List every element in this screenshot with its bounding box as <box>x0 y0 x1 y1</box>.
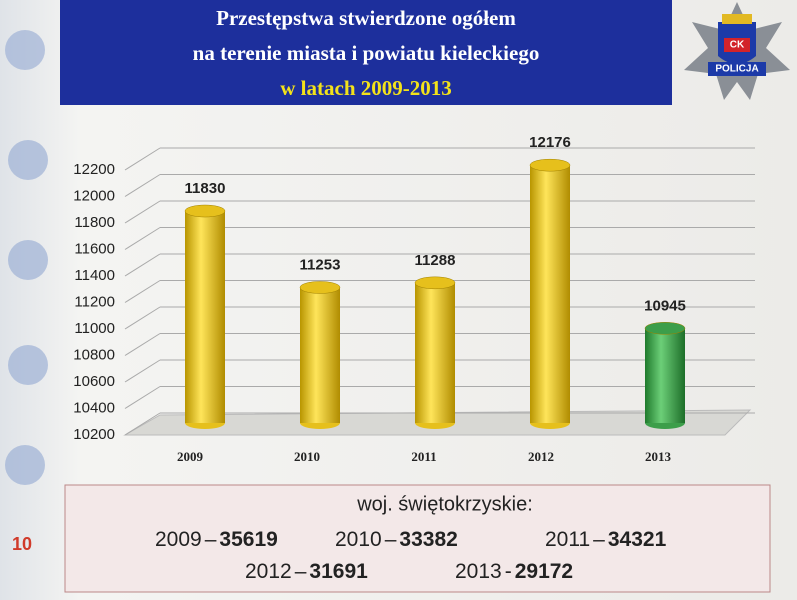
x-tick-label: 2012 <box>528 449 554 464</box>
bar-top <box>529 158 571 172</box>
grid-line <box>124 359 161 383</box>
police-logo: CK POLICJA <box>684 2 790 100</box>
summary-value: 34321 <box>608 528 667 551</box>
summary-year: 2009 <box>155 528 202 551</box>
logo-emblem: CK <box>730 40 745 51</box>
summary-value: 31691 <box>309 560 368 583</box>
summary-year: 2010 <box>335 528 382 551</box>
bar-top <box>414 276 456 290</box>
bar <box>185 211 225 423</box>
summary-value: 29172 <box>515 560 573 583</box>
bar-top <box>184 204 226 218</box>
bar-top <box>644 322 686 335</box>
bar-top <box>299 281 341 294</box>
summary-year: 2012 <box>245 560 292 583</box>
value-label: 12176 <box>529 134 571 151</box>
x-tick-label: 2010 <box>294 449 320 464</box>
side-icons <box>5 30 48 485</box>
value-label: 11253 <box>300 256 341 273</box>
summary-item: 2011–34321 <box>545 528 667 551</box>
bar <box>300 287 340 423</box>
grid-line <box>124 412 161 436</box>
y-tick-label: 11600 <box>74 240 115 257</box>
value-label: 10945 <box>644 297 686 314</box>
x-tick-label: 2009 <box>177 449 204 464</box>
y-tick-label: 10200 <box>73 426 115 443</box>
plot: 10200 10400 10600 10800 11000 11200 11400 11600… <box>73 134 755 464</box>
y-tick-label: 11800 <box>74 214 115 231</box>
y-tick-label: 11000 <box>74 320 115 337</box>
y-tick-label: 10800 <box>73 346 115 363</box>
title-line: na terenie miasta i powiatu kieleckiego <box>193 41 540 65</box>
summary-item: 2013-29172 <box>455 560 573 583</box>
summary-item: 2009–35619 <box>155 528 278 551</box>
y-tick-label: 10400 <box>73 399 115 416</box>
summary-year: 2011 <box>545 528 590 551</box>
grid-line <box>124 227 161 250</box>
title-band <box>60 0 672 105</box>
summary-separator: – <box>593 528 605 551</box>
summary-items: 2009–35619 2010–33382 2011–343212012–31691… <box>155 528 667 583</box>
summary-separator: – <box>385 528 397 551</box>
y-tick-label: 12000 <box>73 187 115 204</box>
grid-line <box>124 253 161 277</box>
x-tick-label: 2011 <box>411 449 436 464</box>
logo-label: POLICJA <box>715 64 758 75</box>
title-line: Przestępstwa stwierdzone ogółem <box>216 6 516 30</box>
grid-line <box>124 147 161 171</box>
summary-value: 33382 <box>399 528 457 551</box>
x-tick-label: 2013 <box>645 449 672 464</box>
grid-line <box>124 280 161 303</box>
value-label: 11288 <box>415 252 456 269</box>
bar <box>415 282 455 423</box>
grid-line <box>124 306 161 330</box>
y-tick-label: 12200 <box>73 161 115 178</box>
subtitle: w latach 2009-2013 <box>280 76 452 100</box>
grid-line <box>124 174 161 197</box>
grid-line <box>124 200 161 224</box>
summary-item: 2012–31691 <box>245 560 368 583</box>
summary-separator: – <box>295 560 307 583</box>
summary-box <box>64 484 771 593</box>
grid-line <box>124 333 161 356</box>
slide-number: 10 <box>12 534 32 554</box>
grid-line <box>124 386 161 409</box>
summary-year: 2013 <box>455 560 502 583</box>
summary-item: 2010–33382 <box>335 528 458 551</box>
y-tick-label: 10600 <box>73 373 115 390</box>
y-tick-label: 11200 <box>74 293 115 310</box>
bar <box>530 165 570 423</box>
bar <box>645 328 685 423</box>
y-tick-label: 11400 <box>74 267 115 284</box>
value-label: 11830 <box>185 180 226 197</box>
summary-title: woj. świętokrzyskie: <box>356 493 533 515</box>
summary-separator: - <box>505 560 512 583</box>
summary-value: 35619 <box>219 528 277 551</box>
summary-separator: – <box>205 528 217 551</box>
